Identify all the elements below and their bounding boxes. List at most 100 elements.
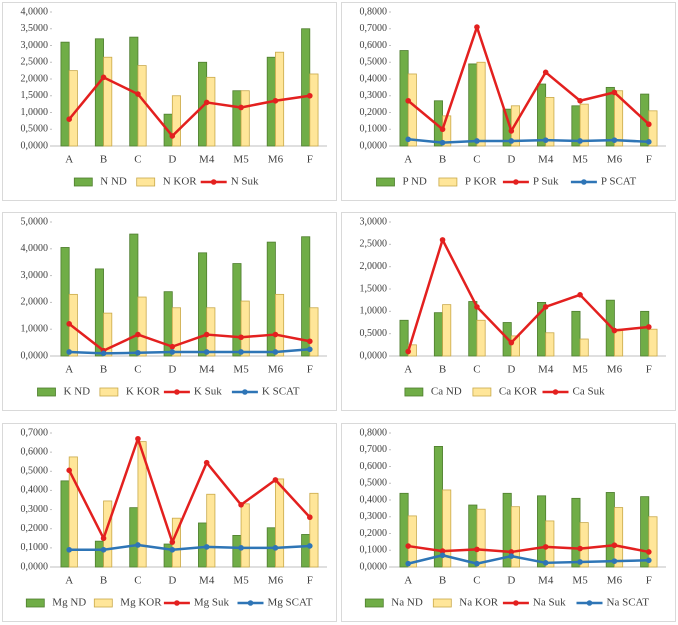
x-tick-label: B — [439, 575, 446, 587]
legend-swatch — [364, 598, 384, 608]
point — [272, 97, 279, 104]
bar — [206, 493, 216, 568]
bar — [640, 496, 650, 568]
legend-label: Ca ND — [431, 386, 462, 398]
x-tick-label: M6 — [268, 575, 284, 587]
bar — [309, 307, 319, 357]
bar — [510, 506, 520, 568]
bar — [68, 456, 78, 568]
point — [439, 139, 446, 146]
point — [405, 97, 411, 104]
bar — [232, 263, 242, 357]
x-tick-label: A — [404, 364, 412, 376]
y-tick-label: 0,2000 — [21, 523, 49, 534]
x-tick-label: D — [507, 575, 515, 587]
legend-label: K Suk — [194, 386, 222, 398]
point — [405, 136, 411, 143]
point — [307, 338, 313, 345]
y-tick-label: 2,0000 — [21, 297, 49, 308]
x-tick-label: B — [439, 364, 446, 376]
legend-swatch — [404, 387, 424, 397]
point — [238, 334, 244, 341]
point — [474, 560, 480, 567]
legend-label: Mg KOR — [120, 597, 162, 609]
legend-swatch — [99, 387, 119, 397]
point — [135, 331, 141, 338]
point — [203, 331, 210, 338]
bar — [571, 497, 581, 568]
point — [405, 543, 411, 549]
point — [611, 89, 618, 96]
bar — [68, 70, 78, 147]
panel-border — [2, 2, 337, 201]
point — [542, 69, 549, 76]
x-tick-label: M4 — [538, 575, 554, 587]
y-tick-label: 1,5000 — [21, 90, 49, 101]
y-tick-label: 0,0000 — [21, 140, 49, 151]
legend-marker — [210, 179, 217, 185]
bar — [309, 73, 319, 147]
bar — [171, 307, 181, 357]
bar — [579, 338, 589, 357]
x-tick-label: A — [65, 364, 73, 376]
legend-label: Mg Suk — [194, 597, 230, 609]
y-tick-label: 0,0000 — [21, 350, 49, 361]
point — [646, 549, 652, 555]
x-tick-label: M5 — [572, 575, 588, 587]
point — [611, 327, 618, 334]
legend-swatch — [93, 598, 113, 608]
bar — [232, 90, 242, 147]
bar — [60, 41, 70, 147]
bar — [476, 508, 486, 568]
legend-label: P KOR — [465, 176, 497, 188]
bar — [545, 97, 555, 147]
x-tick-label: F — [646, 154, 652, 166]
x-tick-label: M4 — [199, 154, 215, 166]
point — [508, 339, 515, 346]
x-tick-label: D — [168, 154, 176, 166]
line — [68, 322, 311, 352]
legend-label: Mg SCAT — [268, 597, 313, 609]
x-tick-label: D — [168, 575, 176, 587]
y-tick-label: 0,2000 — [360, 528, 388, 539]
x-tick-label: M5 — [233, 364, 249, 376]
point — [238, 104, 244, 111]
bar — [468, 504, 478, 568]
y-tick-label: 0,8000 — [360, 6, 388, 17]
bar — [579, 522, 589, 568]
x-tick-label: M5 — [233, 154, 249, 166]
legend-marker — [174, 389, 180, 395]
bar — [275, 293, 285, 357]
bar — [545, 520, 555, 568]
point — [307, 92, 313, 99]
legend-swatch — [37, 387, 56, 397]
point — [272, 349, 279, 355]
x-tick-label: B — [100, 364, 107, 376]
y-tick-label: 0,4000 — [21, 485, 49, 496]
point — [577, 292, 583, 298]
x-tick-label: F — [646, 575, 652, 587]
bar — [301, 28, 311, 147]
bar — [407, 515, 417, 568]
y-tick-label: 2,0000 — [21, 73, 49, 84]
point — [405, 560, 411, 567]
bar — [206, 76, 216, 147]
legend-swatch — [472, 387, 492, 397]
y-tick-label: 2,0000 — [360, 261, 388, 272]
bar — [94, 268, 104, 357]
point — [508, 138, 515, 144]
chart-panel: 0,0000 1,0000 2,0000 3,0000 4,0000 5,0000 A B C D… — [2, 212, 337, 411]
bar — [571, 310, 581, 357]
bar — [60, 480, 70, 568]
bar — [640, 310, 650, 357]
point — [542, 304, 549, 310]
point — [542, 137, 549, 143]
y-tick-label: 0,2000 — [360, 107, 388, 118]
bar — [206, 307, 216, 357]
point — [169, 546, 176, 553]
y-tick-label: 0,3000 — [360, 90, 388, 101]
point — [439, 548, 446, 554]
y-tick-label: 0,4000 — [360, 73, 388, 84]
line — [68, 437, 311, 544]
point — [100, 74, 107, 81]
